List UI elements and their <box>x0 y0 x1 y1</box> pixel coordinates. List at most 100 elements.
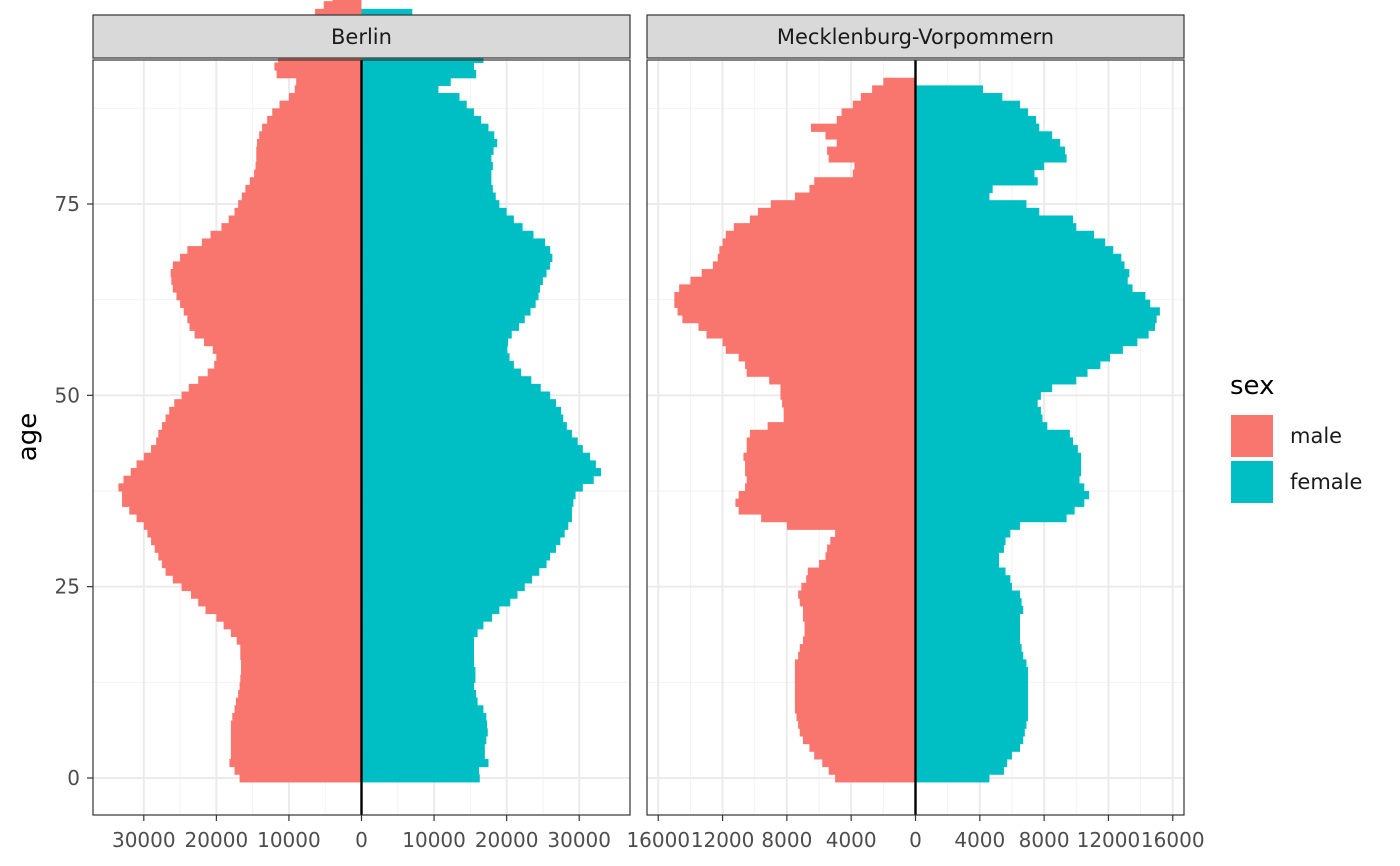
bar-male <box>262 123 362 132</box>
bar-female <box>915 521 1021 530</box>
bar-female <box>361 437 578 446</box>
bar-male <box>783 414 916 423</box>
bar-male <box>229 758 362 768</box>
bar-male <box>799 598 916 607</box>
bar-male <box>234 766 362 775</box>
bar-female <box>361 337 509 347</box>
bar-female <box>361 429 572 439</box>
bar-female <box>915 468 1082 477</box>
bar-male <box>722 238 916 247</box>
bar-male <box>677 307 916 316</box>
bar-female <box>915 720 1027 729</box>
bar-male <box>825 131 916 140</box>
bar-female <box>361 70 477 79</box>
bar-male <box>278 54 362 64</box>
bar-male <box>212 345 362 354</box>
bar-female <box>915 575 1011 584</box>
bar-female <box>361 54 484 64</box>
bar-female <box>915 590 1021 599</box>
bar-male <box>809 184 916 194</box>
bar-female <box>915 529 1011 538</box>
bar-female <box>915 261 1125 270</box>
bar-female <box>361 131 495 140</box>
bar-female <box>915 184 993 194</box>
bar-female <box>915 353 1111 362</box>
bar-female <box>915 207 1040 217</box>
facet-strip <box>646 14 1185 59</box>
bar-female <box>361 292 539 301</box>
bar-female <box>915 445 1078 454</box>
bar-male <box>801 582 916 592</box>
bar-male <box>198 376 362 385</box>
bar-female <box>361 108 474 117</box>
bar-male <box>238 689 362 699</box>
bar-male <box>794 682 916 691</box>
bar-female <box>361 215 514 224</box>
bar-male <box>745 460 916 469</box>
bar-male <box>161 559 362 569</box>
bar-male <box>249 177 362 186</box>
bar-male <box>782 399 916 408</box>
bar-female <box>361 758 489 768</box>
bar-female <box>915 758 1008 768</box>
bar-female <box>915 299 1151 308</box>
bar-female <box>915 284 1133 293</box>
bar-male <box>180 253 362 262</box>
bar-male <box>794 689 916 699</box>
bar-male <box>745 360 916 370</box>
bar-male <box>814 751 916 760</box>
bar-female <box>361 383 541 393</box>
bar-male <box>151 445 362 454</box>
bar-female <box>361 62 474 71</box>
bar-male <box>257 138 362 148</box>
bar-male <box>172 261 362 270</box>
bar-male <box>201 238 362 247</box>
bar-female <box>915 735 1024 745</box>
bar-female <box>361 200 500 209</box>
bar-female <box>915 751 1012 760</box>
bar-female <box>915 743 1021 752</box>
bar-male <box>294 85 362 94</box>
bar-male <box>158 429 362 439</box>
bar-female <box>915 483 1085 492</box>
bar-male <box>205 605 362 615</box>
bar-female <box>361 774 480 783</box>
bar-male <box>129 506 362 515</box>
bar-female <box>361 284 541 293</box>
facet-strip-label: Berlin <box>331 25 392 49</box>
bar-male <box>860 93 916 102</box>
bar-female <box>361 705 484 714</box>
bar-female <box>915 651 1024 660</box>
bar-male <box>256 154 362 163</box>
bar-female <box>361 720 488 729</box>
bar-female <box>915 628 1021 638</box>
x-tick-label: 12000 <box>691 828 755 852</box>
bar-female <box>915 131 1053 140</box>
bar-female <box>361 460 596 469</box>
bar-male <box>216 353 362 362</box>
bar-male <box>802 613 916 622</box>
bar-female <box>361 728 488 737</box>
bar-male <box>154 544 362 553</box>
bar-male <box>854 161 916 171</box>
bar-male <box>272 108 362 117</box>
bar-male <box>794 705 916 714</box>
bar-male <box>234 705 362 714</box>
bar-male <box>147 529 362 538</box>
bar-male <box>230 628 362 638</box>
bar-female <box>915 115 1037 125</box>
bar-female <box>361 613 493 622</box>
bar-female <box>915 223 1077 232</box>
bar-male <box>122 498 362 507</box>
bar-male <box>827 146 916 155</box>
bar-male <box>232 712 362 722</box>
bar-male <box>679 284 916 293</box>
bar-female <box>361 689 477 699</box>
bar-female <box>361 582 525 592</box>
bar-female <box>361 314 525 324</box>
bar-female <box>915 429 1070 439</box>
bar-male <box>239 774 362 783</box>
bar-male <box>698 322 916 331</box>
bar-female <box>915 659 1027 668</box>
bar-male <box>207 368 362 377</box>
